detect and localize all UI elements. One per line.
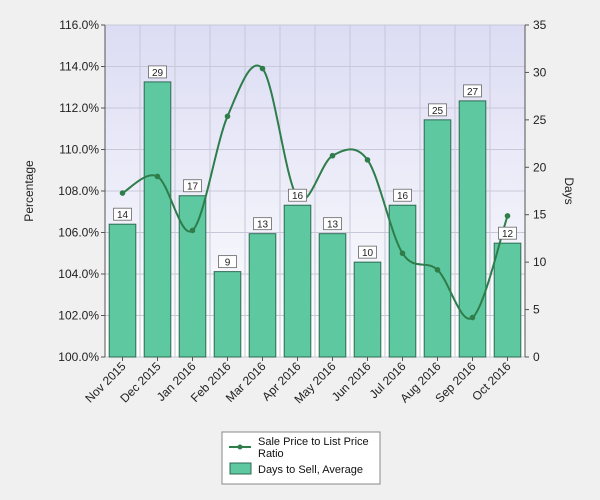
data-labels: 14 29 17 9 13 16 13 10 16 25 27 12 bbox=[113, 65, 517, 269]
bar bbox=[108, 223, 137, 358]
right-axis-tick-label: 15 bbox=[533, 208, 547, 222]
bar bbox=[388, 204, 417, 358]
data-label: 12 bbox=[502, 229, 514, 240]
right-axis-tick-label: 35 bbox=[533, 18, 547, 32]
grid-lines bbox=[105, 24, 525, 358]
legend-bar-label: Days to Sell, Average bbox=[258, 464, 363, 476]
line-point bbox=[224, 113, 231, 120]
right-axis: 0 5 10 15 20 25 30 35 bbox=[524, 18, 547, 364]
data-label-box bbox=[358, 245, 377, 259]
data-label-box bbox=[498, 226, 517, 240]
legend-line-marker bbox=[237, 444, 243, 450]
legend: Sale Price to List Price Ratio Days to S… bbox=[221, 431, 381, 485]
line-point bbox=[504, 213, 511, 219]
data-label: 29 bbox=[152, 68, 164, 79]
data-label-box bbox=[218, 255, 237, 269]
left-axis-tick-label: 104.0% bbox=[58, 267, 99, 281]
right-axis-tick-label: 30 bbox=[533, 65, 547, 79]
left-axis-tick-label: 114.0% bbox=[59, 60, 99, 74]
line-point bbox=[469, 314, 476, 321]
bar bbox=[318, 233, 347, 358]
data-label: 27 bbox=[467, 87, 479, 98]
left-axis-tick-label: 108.0% bbox=[58, 184, 99, 198]
bar bbox=[283, 204, 312, 358]
left-axis-title: Percentage bbox=[22, 160, 36, 222]
data-label: 13 bbox=[327, 220, 339, 231]
line-point bbox=[364, 157, 371, 163]
left-axis-tick-label: 116.0% bbox=[59, 18, 99, 32]
data-label-box bbox=[393, 188, 412, 202]
bar bbox=[143, 81, 172, 358]
line-point bbox=[259, 65, 266, 72]
right-axis-tick-label: 10 bbox=[533, 255, 547, 269]
right-axis-tick-label: 0 bbox=[533, 350, 540, 364]
legend-line-label: Sale Price to List Price bbox=[258, 436, 369, 448]
data-label-box bbox=[148, 65, 167, 79]
left-axis-tick-label: 100.0% bbox=[58, 350, 99, 364]
data-label: 14 bbox=[117, 210, 129, 221]
data-label-box bbox=[463, 84, 482, 98]
left-axis-tick-label: 110.0% bbox=[59, 143, 99, 157]
data-label: 13 bbox=[257, 220, 269, 231]
bar bbox=[423, 119, 452, 358]
bar bbox=[213, 271, 242, 358]
legend-box bbox=[221, 431, 381, 485]
data-label: 16 bbox=[397, 191, 409, 202]
left-axis-tick-label: 102.0% bbox=[58, 309, 99, 323]
data-label: 25 bbox=[432, 106, 444, 117]
data-label-box bbox=[323, 217, 342, 231]
right-axis-tick-label: 20 bbox=[533, 160, 547, 174]
line-point bbox=[329, 152, 336, 159]
line-point bbox=[154, 173, 161, 180]
line-point bbox=[189, 227, 196, 234]
bar-series bbox=[108, 81, 522, 358]
data-label: 9 bbox=[225, 258, 231, 269]
data-label-box bbox=[183, 179, 202, 193]
data-label: 10 bbox=[362, 248, 374, 259]
data-label-box bbox=[428, 103, 447, 117]
legend-line-label-cont: Ratio bbox=[258, 448, 284, 460]
data-label: 16 bbox=[292, 191, 304, 202]
bar bbox=[353, 261, 382, 358]
data-label: 17 bbox=[187, 182, 199, 193]
left-axis-tick-label: 112.0% bbox=[59, 101, 99, 115]
right-axis-title: Days bbox=[562, 177, 576, 204]
line-point bbox=[119, 190, 126, 196]
line-point bbox=[399, 250, 406, 257]
data-label-box bbox=[253, 217, 272, 231]
data-label-box bbox=[113, 207, 132, 221]
line-point bbox=[434, 267, 441, 273]
left-axis: 100.0% 102.0% 104.0% 106.0% 108.0% 110.0% 112.… bbox=[58, 18, 106, 364]
right-axis-tick-label: 5 bbox=[533, 303, 540, 317]
right-axis-tick-label: 25 bbox=[533, 113, 547, 127]
left-axis-tick-label: 106.0% bbox=[58, 226, 99, 240]
bar bbox=[248, 233, 277, 358]
data-label-box bbox=[288, 188, 307, 202]
bar bbox=[178, 195, 207, 358]
legend-bar-swatch bbox=[229, 462, 252, 475]
bar bbox=[493, 242, 522, 358]
